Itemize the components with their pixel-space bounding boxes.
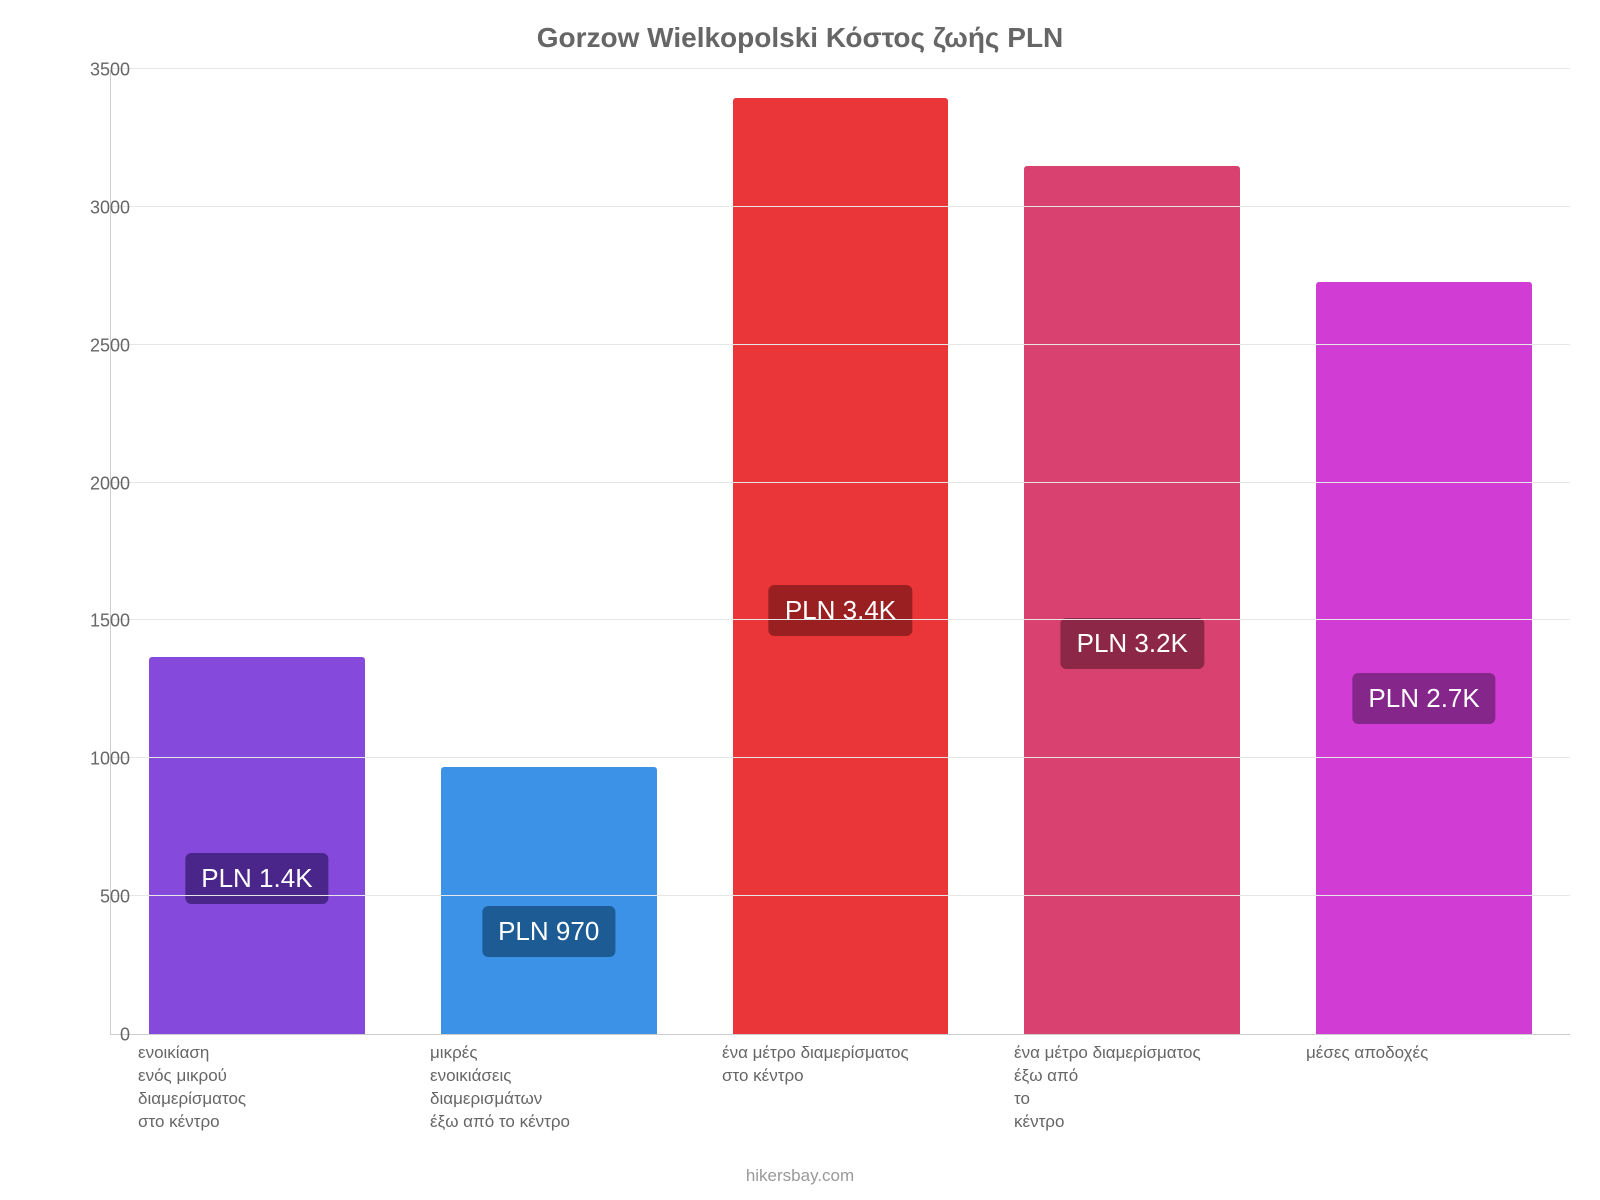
bar-value-label: PLN 2.7K bbox=[1352, 673, 1495, 724]
cost-of-living-bar-chart: Gorzow Wielkopolski Κόστος ζωής PLN PLN … bbox=[0, 0, 1600, 1200]
bar-value-label: PLN 970 bbox=[482, 906, 615, 957]
bar: PLN 3.4K bbox=[733, 98, 949, 1034]
x-axis-category-label: μέσες αποδοχές bbox=[1278, 1042, 1570, 1134]
y-tick-label: 500 bbox=[50, 887, 130, 908]
x-axis-category-label: ενοικίαση ενός μικρού διαμερίσματος στο … bbox=[110, 1042, 402, 1134]
y-tick-label: 3500 bbox=[50, 60, 130, 81]
bar-slot: PLN 970 bbox=[403, 70, 695, 1034]
y-tick-label: 1000 bbox=[50, 749, 130, 770]
bar-value-label: PLN 1.4K bbox=[185, 853, 328, 904]
bar-value-label: PLN 3.2K bbox=[1061, 618, 1204, 669]
bar-slot: PLN 3.4K bbox=[695, 70, 987, 1034]
y-tick-label: 3000 bbox=[50, 197, 130, 218]
x-axis-category-label: μικρές ενοικιάσεις διαμερισμάτων έξω από… bbox=[402, 1042, 694, 1134]
plot-area: PLN 1.4K PLN 970 PLN 3.4K PLN 3.2K PLN 2.7K bbox=[110, 70, 1570, 1035]
gridline bbox=[111, 619, 1570, 620]
gridline bbox=[111, 344, 1570, 345]
gridline bbox=[111, 482, 1570, 483]
bars-container: PLN 1.4K PLN 970 PLN 3.4K PLN 3.2K PLN 2.7K bbox=[111, 70, 1570, 1034]
bar-slot: PLN 3.2K bbox=[986, 70, 1278, 1034]
y-tick-label: 0 bbox=[50, 1025, 130, 1046]
gridline bbox=[111, 206, 1570, 207]
y-tick-label: 2000 bbox=[50, 473, 130, 494]
attribution-text: hikersbay.com bbox=[0, 1166, 1600, 1186]
y-tick-label: 2500 bbox=[50, 335, 130, 356]
bar: PLN 2.7K bbox=[1316, 282, 1532, 1034]
x-axis-labels: ενοικίαση ενός μικρού διαμερίσματος στο … bbox=[110, 1042, 1570, 1134]
bar-slot: PLN 1.4K bbox=[111, 70, 403, 1034]
gridline bbox=[111, 68, 1570, 69]
gridline bbox=[111, 757, 1570, 758]
y-tick-label: 1500 bbox=[50, 611, 130, 632]
bar: PLN 1.4K bbox=[149, 657, 365, 1034]
x-axis-category-label: ένα μέτρο διαμερίσματος στο κέντρο bbox=[694, 1042, 986, 1134]
bar-value-label: PLN 3.4K bbox=[769, 585, 912, 636]
x-axis-category-label: ένα μέτρο διαμερίσματος έξω από το κέντρ… bbox=[986, 1042, 1278, 1134]
chart-title: Gorzow Wielkopolski Κόστος ζωής PLN bbox=[0, 22, 1600, 54]
bar-slot: PLN 2.7K bbox=[1278, 70, 1570, 1034]
gridline bbox=[111, 895, 1570, 896]
bar: PLN 970 bbox=[441, 767, 657, 1034]
bar: PLN 3.2K bbox=[1024, 166, 1240, 1034]
